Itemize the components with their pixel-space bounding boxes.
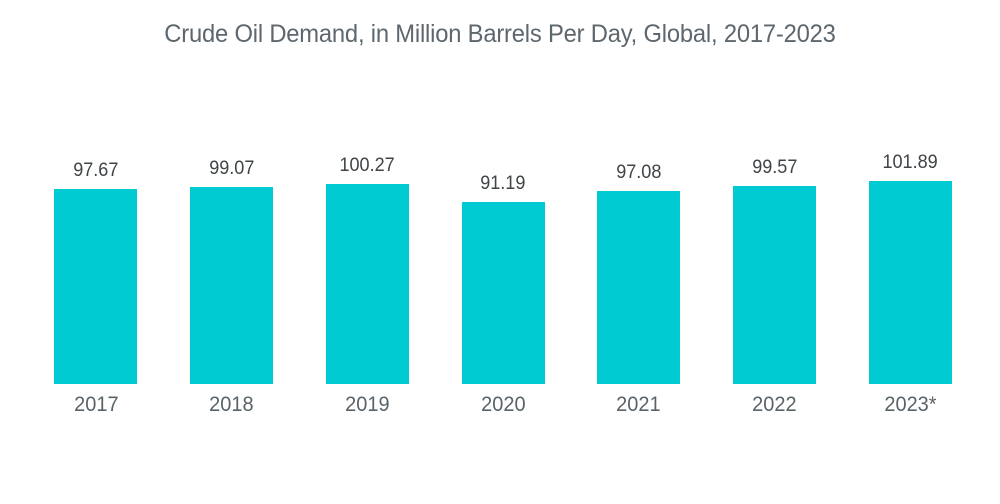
bars-row: 97.67 2017 99.07 2018 100.27 2019 91.19 2020 97.… <box>28 0 978 419</box>
bar-value-label: 97.67 <box>73 160 119 182</box>
bar-column-2019: 100.27 2019 <box>299 0 435 419</box>
bar-value-label: 99.07 <box>208 157 255 179</box>
x-axis-label: 2021 <box>616 393 661 416</box>
x-axis-label: 2017 <box>73 393 119 416</box>
bar-2022 <box>732 185 816 384</box>
bar-column-2022: 99.57 2022 <box>707 0 843 419</box>
bar-column-2017: 97.67 2017 <box>28 0 164 419</box>
x-axis-label: 2023* <box>884 393 937 416</box>
bar-column-2020: 91.19 2020 <box>435 0 571 419</box>
bar-2018 <box>190 186 274 384</box>
bar-2019 <box>325 184 409 384</box>
bar-2023* <box>868 181 952 384</box>
bar-value-label: 91.19 <box>480 173 526 195</box>
x-axis-label: 2019 <box>345 393 390 416</box>
bar-2021 <box>597 190 681 384</box>
bar-column-2023*: 101.89 2023* <box>842 0 978 419</box>
bar-value-label: 99.57 <box>751 156 798 178</box>
bar-value-label: 101.89 <box>882 152 938 173</box>
bar-2017 <box>54 189 138 384</box>
bar-value-label: 100.27 <box>339 155 395 177</box>
bar-value-label: 97.08 <box>616 161 662 183</box>
bar-column-2021: 97.08 2021 <box>571 0 707 419</box>
x-axis-label: 2018 <box>209 393 254 416</box>
x-axis-label: 2020 <box>480 393 526 416</box>
chart-title: Crude Oil Demand, in Million Barrels Per… <box>164 20 836 48</box>
bar-column-2018: 99.07 2018 <box>164 0 300 419</box>
x-axis-label: 2022 <box>752 393 797 416</box>
bar-2020 <box>461 202 545 384</box>
